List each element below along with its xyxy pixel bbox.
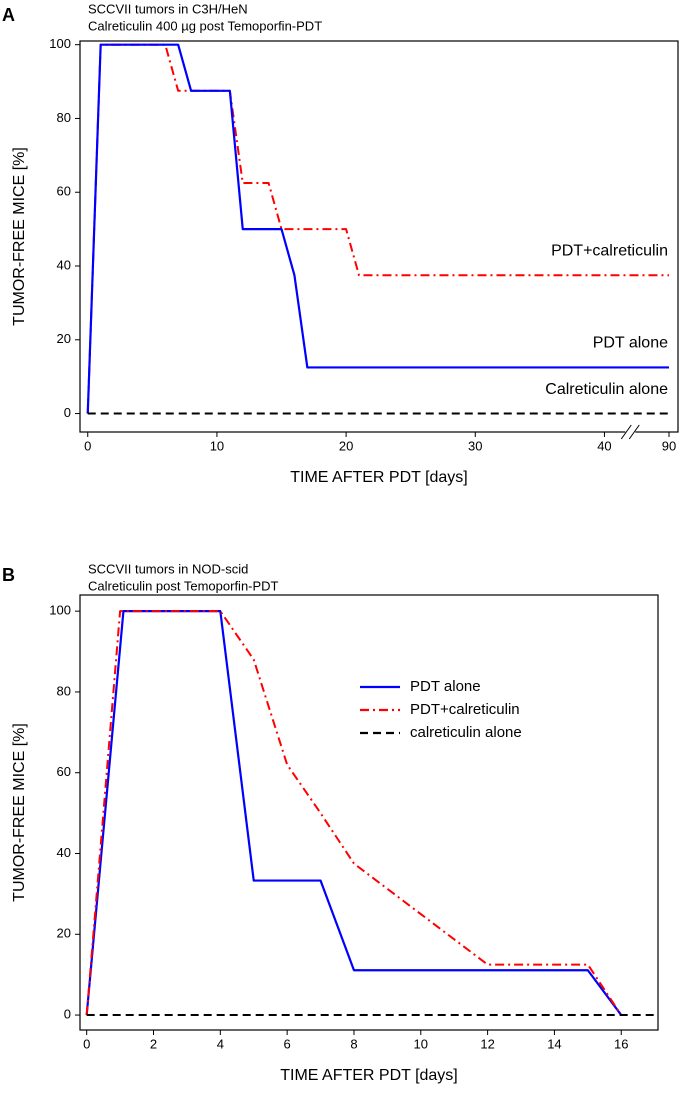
series-line [85, 610, 623, 1016]
y-tick-label: 0 [64, 1006, 71, 1021]
series-label: Calreticulin alone [545, 381, 668, 398]
axis-break-mark [628, 424, 640, 440]
chart-title: SCCVII tumors in C3H/HeN [88, 1, 248, 16]
y-tick-label: 0 [64, 405, 71, 420]
x-tick-label: 40 [597, 438, 611, 453]
x-tick-label: 16 [614, 1036, 628, 1051]
plot-frame [79, 594, 659, 1031]
y-tick-label: 60 [57, 184, 71, 199]
legend-label: PDT alone [410, 678, 481, 695]
legend-label: PDT+calreticulin [410, 701, 520, 718]
plot-frame [79, 40, 679, 433]
y-axis-label: TUMOR-FREE MICE [%] [11, 723, 28, 902]
y-tick-label: 40 [57, 257, 71, 272]
x-tick-label: 20 [339, 438, 353, 453]
x-axis-label: TIME AFTER PDT [days] [290, 469, 468, 486]
series-label: PDT alone [593, 335, 668, 352]
x-tick-label: 2 [150, 1036, 157, 1051]
x-tick-label: 10 [414, 1036, 428, 1051]
x-tick-label: 4 [217, 1036, 224, 1051]
y-tick-label: 100 [49, 603, 71, 618]
axis-break-mark [620, 424, 632, 440]
x-tick-label: 0 [83, 1036, 90, 1051]
series-line [85, 610, 623, 1016]
x-tick-label: 14 [547, 1036, 561, 1051]
series-line [86, 43, 669, 414]
x-tick-label: 12 [480, 1036, 494, 1051]
series-label: PDT+calreticulin [551, 242, 668, 259]
y-tick-label: 80 [57, 683, 71, 698]
legend-label: calreticulin alone [410, 724, 522, 741]
chart-subtitle: Calreticulin post Temoporfin-PDT [88, 578, 279, 593]
y-axis-label: TUMOR-FREE MICE [%] [11, 147, 28, 326]
x-tick-label: 8 [350, 1036, 357, 1051]
y-tick-label: 20 [57, 331, 71, 346]
panel-label: A [2, 5, 15, 25]
y-tick-label: 40 [57, 845, 71, 860]
y-tick-label: 20 [57, 926, 71, 941]
x-tick-label: 0 [84, 438, 91, 453]
y-tick-label: 80 [57, 110, 71, 125]
x-tick-label: 90 [662, 438, 676, 453]
x-tick-label: 10 [210, 438, 224, 453]
x-tick-label: 30 [468, 438, 482, 453]
series-line [86, 43, 669, 414]
chart-title: SCCVII tumors in NOD-scid [88, 561, 248, 576]
y-tick-label: 60 [57, 764, 71, 779]
x-axis-label: TIME AFTER PDT [days] [280, 1067, 458, 1084]
chart-subtitle: Calreticulin 400 µg post Temoporfin-PDT [88, 18, 322, 33]
y-tick-label: 100 [49, 36, 71, 51]
panel-label: B [2, 565, 15, 585]
axis-break-gap [625, 426, 636, 438]
x-tick-label: 6 [284, 1036, 291, 1051]
